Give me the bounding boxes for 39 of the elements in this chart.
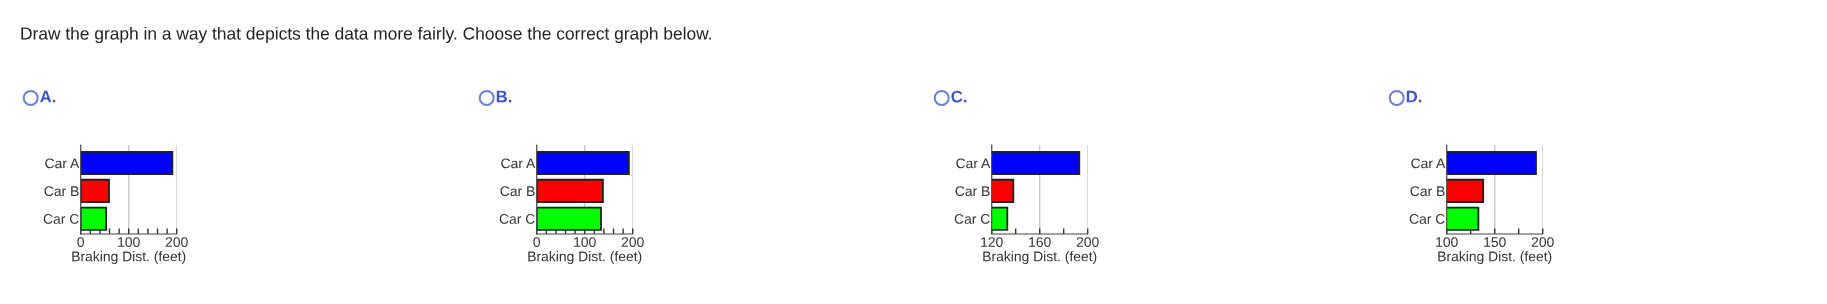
- y-tick-label: Car B: [44, 186, 79, 197]
- x-axis-title: Braking Dist. (feet): [528, 251, 642, 265]
- y-tick-label: Car A: [501, 158, 536, 169]
- x-axis-title: Braking Dist. (feet): [1438, 251, 1552, 265]
- bar: [80, 178, 110, 203]
- chart-title: D.: [1406, 90, 1422, 103]
- bar: [80, 151, 174, 176]
- x-tick-label: 200: [1076, 237, 1099, 247]
- bar: [536, 151, 630, 176]
- y-tick-label: Car A: [956, 158, 991, 169]
- y-tick-label: Car B: [500, 186, 535, 197]
- x-tick-label: 200: [621, 237, 644, 247]
- x-tick-label: 100: [118, 237, 140, 247]
- x-tick-label: 100: [574, 237, 596, 247]
- x-tick-label: 100: [1436, 237, 1458, 247]
- y-tick-label: Car C: [954, 214, 990, 224]
- text: Draw the graph in a way that depicts the data more fairly. Choose the correct graph below.: [21, 26, 711, 44]
- x-tick-label: 150: [1484, 237, 1506, 247]
- y-tick-label: Car B: [955, 186, 990, 197]
- x-axis-title: Braking Dist. (feet): [983, 251, 1097, 265]
- x-tick-label: 0: [77, 237, 85, 247]
- x-tick-label: 200: [165, 237, 188, 247]
- y-tick-label: Car C: [1409, 214, 1445, 224]
- x-tick-label: 200: [1531, 237, 1554, 247]
- y-tick-label: Car C: [499, 214, 535, 224]
- bar: [536, 206, 602, 231]
- x-tick-label: 0: [533, 237, 541, 247]
- x-tick-label: 160: [1029, 237, 1051, 247]
- y-tick-label: Car C: [43, 214, 79, 224]
- x-tick-label: 120: [981, 237, 1003, 247]
- bar: [536, 178, 604, 203]
- chart-title: A.: [40, 90, 56, 103]
- y-tick-label: Car A: [45, 158, 80, 169]
- y-tick-label: Car A: [1411, 158, 1446, 169]
- x-axis-title: Braking Dist. (feet): [72, 251, 186, 265]
- y-tick-label: Car B: [1410, 186, 1445, 197]
- chart-title: C.: [951, 90, 967, 103]
- bar: [80, 206, 108, 231]
- chart-title: B.: [496, 90, 512, 103]
